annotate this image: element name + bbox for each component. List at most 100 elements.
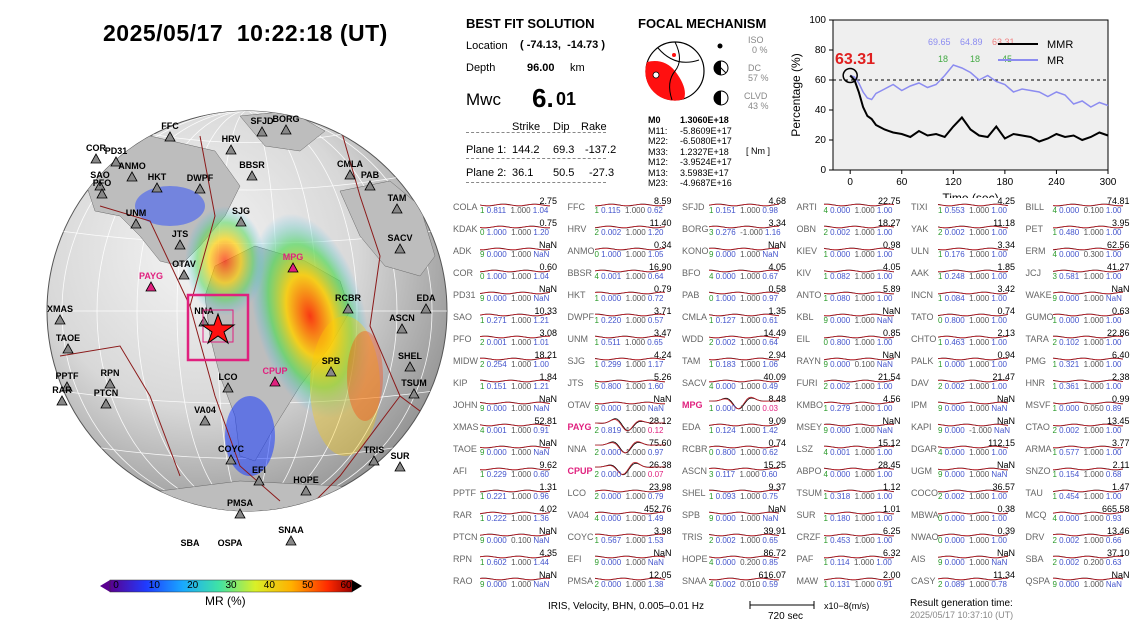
station-params: 9 0.000 1.000 NaN [1052, 294, 1122, 303]
station-variance: 4.35 [539, 548, 557, 558]
waveform-trace [1052, 555, 1123, 559]
station-variance: 0.74 [768, 438, 786, 448]
station-name: COR [453, 268, 473, 278]
station-name: PD31 [453, 290, 476, 300]
station-triangle-icon [285, 535, 297, 546]
station-name: PPTF [453, 488, 477, 498]
station-cell-rao: RAO NaN 9 0.000 1.000 NaN [450, 570, 565, 589]
station-variance: NaN [767, 504, 786, 514]
station-name: PALK [911, 356, 934, 366]
station-params: 0 0.800 1.000 1.00 [823, 338, 893, 347]
synthetic-trace [594, 269, 665, 273]
synthetic-trace [1052, 291, 1123, 295]
station-label: PPTF [55, 371, 79, 381]
station-label: QSPA [218, 538, 243, 546]
station-cell-pet: PET 3.95 1 0.480 1.000 1.00 [1023, 218, 1138, 237]
waveform-trace [709, 423, 779, 427]
station-label: COR [86, 143, 107, 153]
station-params: 1 0.511 1.000 0.65 [594, 338, 663, 347]
peak-value-label: 63.31 [835, 51, 875, 68]
plane2-label: Plane 2: [466, 167, 507, 179]
station-variance: 665.58 [1101, 504, 1130, 514]
station-params: 1 0.124 1.000 1.42 [709, 426, 778, 435]
synthetic-trace [938, 313, 1008, 317]
synthetic-trace [823, 577, 894, 581]
waveform-trace [823, 489, 894, 493]
station-variance: 3.71 [653, 306, 672, 316]
station-name: TATO [911, 312, 934, 322]
top-count-label: 18 [938, 54, 948, 64]
station-name: KDAK [453, 224, 478, 234]
station-name: RPN [453, 554, 473, 564]
generation-time-label: Result generation time: [910, 598, 1013, 609]
map-station-spb: SPB [322, 356, 341, 377]
moment-value: 1.2327E+18 [680, 146, 729, 157]
station-variance: 22.86 [1106, 328, 1130, 338]
station-name: EDA [682, 422, 701, 432]
station-params: 2 0.002 1.000 0.64 [709, 338, 778, 347]
station-triangle-icon [130, 218, 142, 229]
station-params: 9 0.000 1.000 NaN [938, 558, 1008, 567]
time-scale-label: 720 sec [768, 611, 804, 622]
station-name: FURI [796, 378, 818, 388]
station-variance: 2.00 [882, 570, 901, 580]
synthetic-trace [709, 467, 779, 471]
station-name: CPUP [567, 466, 593, 476]
waveform-trace [709, 555, 779, 559]
station-name: MSEY [796, 422, 823, 432]
station-params: 1 0.811 1.000 1.04 [480, 206, 549, 215]
waveform-trace [480, 313, 550, 317]
station-cell-hkt: HKT 0.79 1 0.000 1.000 0.72 [565, 284, 680, 303]
station-variance: NaN [653, 394, 672, 404]
station-cell-kono: KONO NaN 9 0.000 1.000 NaN [679, 240, 794, 259]
synthetic-trace [480, 533, 550, 537]
synthetic-trace [480, 577, 550, 581]
station-params: 1 0.000 0.050 0.89 [1052, 404, 1122, 413]
station-cell-chto: CHTO 2.13 1 0.463 1.000 1.00 [908, 328, 1023, 347]
station-params: 2 0.002 1.000 1.00 [823, 382, 893, 391]
waveform-trace [938, 335, 1008, 339]
station-variance: 9.62 [539, 460, 557, 470]
synthetic-trace [480, 335, 550, 339]
waveform-trace [709, 577, 779, 581]
waveform-trace [823, 423, 894, 427]
waveform-trace [1052, 203, 1123, 207]
waveform-trace [480, 269, 550, 273]
station-cell-kiv: KIV 4.05 1 0.082 1.000 1.00 [794, 262, 909, 281]
station-cell-sao: SAO 10.33 1 0.271 1.000 1.21 [450, 306, 565, 325]
station-name: TIXI [911, 202, 928, 212]
station-label: PFO [93, 178, 112, 188]
dc-value: 57 % [748, 73, 769, 83]
chart-plot-area [832, 19, 1109, 171]
station-label: JTS [172, 229, 189, 239]
station-variance: 1.12 [882, 482, 901, 492]
synthetic-trace [709, 533, 779, 537]
station-label: SNAA [278, 525, 304, 535]
station-variance: 3.34 [997, 240, 1015, 250]
map-station-rpn: RPN [100, 368, 120, 389]
station-label: DWPF [187, 173, 214, 183]
station-params: 4 0.000 1.000 0.67 [709, 272, 778, 281]
station-cell-mbwa: MBWA 0.38 0 0.000 1.000 1.00 [908, 504, 1023, 523]
waveform-trace [823, 445, 894, 449]
station-params: 1 0.000 1.000 1.00 [823, 250, 893, 259]
station-name: CTAO [1025, 422, 1050, 432]
station-cell-palk: PALK 0.94 1 0.000 1.000 1.00 [908, 350, 1023, 369]
depth-value: 96.00 [527, 62, 555, 74]
map-station-pfo: PFO [93, 178, 112, 199]
station-name: JOHN [453, 400, 478, 410]
station-variance: 3.98 [653, 526, 672, 536]
clvd-icon [713, 90, 729, 106]
moment-unit: [ Nm ] [746, 146, 770, 156]
station-label: PMSA [227, 498, 254, 508]
station-cell-adk: ADK NaN 9 0.000 1.000 NaN [450, 240, 565, 259]
station-triangle-icon [199, 415, 211, 426]
station-variance: 74.81 [1106, 196, 1130, 206]
station-label: VA04 [194, 405, 216, 415]
header-rake: Rake [581, 121, 607, 133]
station-cell-sba: SBA 37.10 2 0.002 0.200 0.63 [1023, 548, 1138, 567]
station-variance: NaN [996, 416, 1015, 426]
waveform-trace [938, 467, 1008, 471]
waveform-trace [938, 313, 1008, 317]
station-variance: 4.25 [997, 196, 1015, 206]
